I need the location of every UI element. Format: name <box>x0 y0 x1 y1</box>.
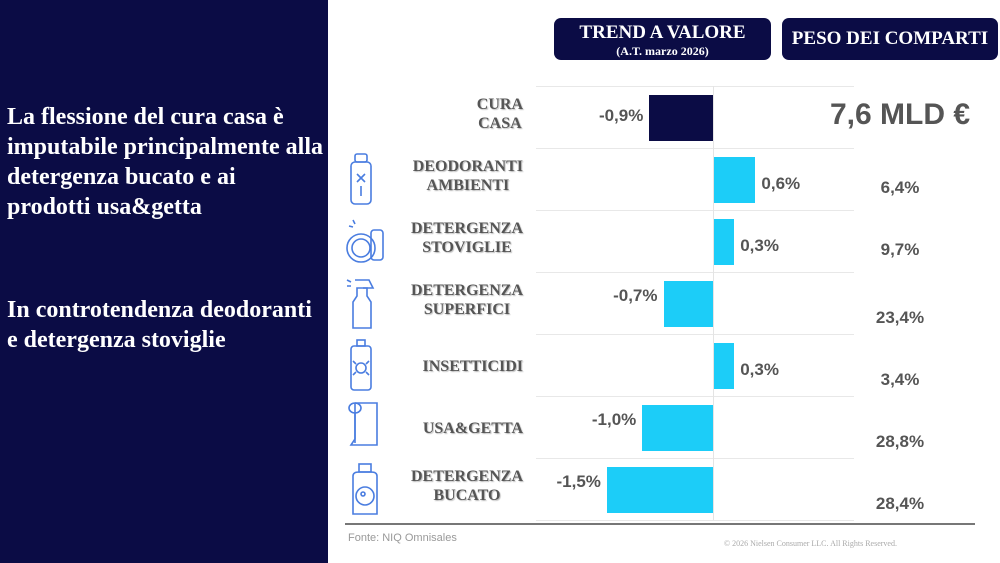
bar-2 <box>713 219 735 265</box>
bar-label-6: -1,5% <box>556 472 601 491</box>
category-label-3: DETERGENZA SUPERFICI <box>410 282 523 318</box>
total-value: 7,6 MLD € <box>830 98 971 131</box>
paper-roll-icon <box>345 400 385 461</box>
dishes-icon <box>345 214 385 275</box>
bar-0 <box>649 95 713 141</box>
source-note: Fonte: NIQ Omnisales <box>348 532 457 544</box>
category-label-5: USA&GETTA <box>422 419 523 437</box>
category-label-2: DETERGENZA STOVIGLIE <box>410 220 523 256</box>
bar-label-4: 0,3% <box>740 360 779 379</box>
bar-4 <box>713 343 735 389</box>
row-gridline <box>536 148 854 149</box>
category-label-1: DEODORANTI AMBIENTI <box>412 158 523 194</box>
row-gridline <box>536 458 854 459</box>
category-label-0: CURA CASA <box>476 96 523 132</box>
trend-subtitle: (A.T. marzo 2026) <box>616 44 709 58</box>
peso-header: PESO DEI COMPARTI <box>782 18 998 60</box>
spray-can-icon <box>345 152 385 213</box>
peso-label-1: 6,4% <box>880 178 920 197</box>
peso-label-6: 28,4% <box>875 494 925 513</box>
left-panel: La flessione del cura casa è imputabile … <box>0 0 328 563</box>
peso-label-4: 3,4% <box>880 370 920 389</box>
bar-label-1: 0,6% <box>761 174 801 193</box>
peso-label-3: 23,4% <box>875 308 925 327</box>
peso-label-5: 28,8% <box>875 432 925 451</box>
row-gridline <box>536 396 854 397</box>
bar-label-0: -0,9% <box>598 106 644 125</box>
insight-text-2: In controtendenza deodoranti e detergenz… <box>7 297 312 353</box>
category-label-4: INSETTICIDI <box>422 357 523 375</box>
bar-3 <box>663 281 713 327</box>
detergent-bottle-icon <box>345 462 385 523</box>
bar-1 <box>713 157 756 203</box>
bar-label-3: -0,7% <box>613 286 658 305</box>
footer-divider <box>345 523 975 525</box>
trend-title: TREND A VALORE <box>579 22 746 43</box>
trend-header: TREND A VALORE (A.T. marzo 2026) <box>554 18 771 60</box>
row-gridline <box>536 272 854 273</box>
insight-text-1: La flessione del cura casa è imputabile … <box>7 104 324 220</box>
row-gridline <box>536 520 854 521</box>
row-gridline <box>536 334 854 335</box>
zero-axis <box>713 86 714 520</box>
bar-5 <box>642 405 713 451</box>
bar-label-5: -1,0% <box>591 410 637 429</box>
bar-label-2: 0,3% <box>740 236 779 255</box>
insecticide-icon <box>345 338 385 399</box>
spray-bottle-icon <box>345 276 385 337</box>
copyright: © 2026 Nielsen Consumer LLC. All Rights … <box>724 539 897 548</box>
row-gridline <box>536 86 854 87</box>
row-gridline <box>536 210 854 211</box>
peso-label-2: 9,7% <box>880 240 920 259</box>
category-label-6: DETERGENZA BUCATO <box>410 468 523 504</box>
bar-6 <box>606 467 713 513</box>
